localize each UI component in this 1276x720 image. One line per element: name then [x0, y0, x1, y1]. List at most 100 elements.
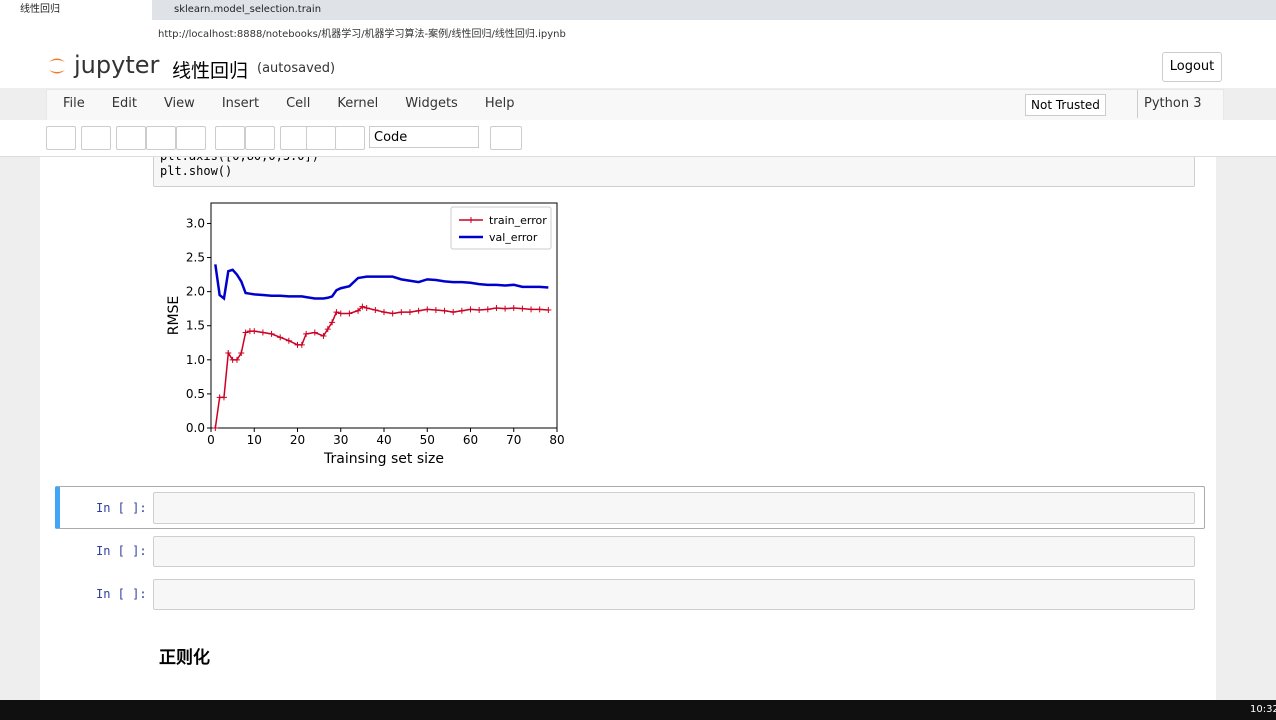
- menu-item[interactable]: Insert: [221, 96, 260, 111]
- point-marker: [277, 334, 284, 341]
- series-line: [214, 264, 549, 301]
- y-axis-label: RMSE: [166, 296, 182, 336]
- y-tick-label: 3.0: [186, 216, 205, 230]
- tab-bar: 线性回归 sklearn.model_selection.train: [0, 0, 1276, 20]
- menu-item[interactable]: Cell: [286, 96, 311, 111]
- keyboard-button[interactable]: [490, 126, 522, 150]
- prompt: In [ ]:: [96, 544, 147, 558]
- y-tick-label: 1.5: [186, 319, 205, 333]
- tab[interactable]: 线性回归: [0, 0, 152, 20]
- point-marker: [476, 307, 483, 314]
- point-marker: [432, 307, 439, 314]
- point-marker: [298, 341, 305, 348]
- copy-button[interactable]: [146, 126, 176, 150]
- clock: 10:32: [1250, 704, 1276, 715]
- tab[interactable]: sklearn.model_selection.train: [174, 4, 322, 15]
- point-marker: [324, 326, 331, 333]
- move-up-button[interactable]: [215, 126, 245, 150]
- x-tick-label: 0: [207, 433, 215, 447]
- point-marker: [467, 306, 474, 313]
- x-tick-label: 30: [333, 433, 348, 447]
- point-marker: [536, 306, 543, 313]
- menu-item[interactable]: Help: [484, 96, 515, 111]
- trust-button[interactable]: Not Trusted: [1025, 94, 1106, 116]
- point-marker: [220, 394, 227, 401]
- menu-item[interactable]: Edit: [111, 96, 137, 111]
- code-line: plt.show(): [160, 164, 233, 178]
- point-marker: [259, 329, 266, 336]
- prompt: In [ ]:: [96, 587, 147, 601]
- taskbar: 10:32: [0, 700, 1276, 720]
- point-marker: [320, 332, 327, 339]
- point-marker: [363, 305, 370, 311]
- save-button[interactable]: [46, 126, 76, 150]
- point-marker: [359, 303, 366, 310]
- point-marker: [484, 306, 491, 313]
- url[interactable]: http://localhost:8888/notebooks/机器学习/机器学…: [158, 29, 566, 40]
- stop-button[interactable]: [306, 126, 336, 150]
- x-tick-label: 80: [549, 433, 564, 447]
- logout-button[interactable]: Logout: [1162, 52, 1222, 82]
- legend-label: train_error: [489, 214, 547, 227]
- x-tick-label: 60: [463, 433, 478, 447]
- notebook-title[interactable]: 线性回归: [172, 60, 249, 82]
- point-marker: [502, 305, 509, 312]
- point-marker: [519, 305, 526, 312]
- menu-items: File Edit View Insert Cell Kernel Widgets Help: [63, 90, 541, 120]
- point-marker: [212, 425, 219, 431]
- point-marker: [238, 350, 245, 356]
- menu-item[interactable]: Widgets: [405, 96, 458, 111]
- menu-item[interactable]: Kernel: [337, 96, 379, 111]
- point-marker: [510, 305, 517, 311]
- restart-button[interactable]: [335, 126, 365, 150]
- point-marker: [337, 310, 344, 317]
- point-marker: [355, 307, 362, 314]
- run-button[interactable]: [280, 126, 310, 150]
- point-marker: [406, 309, 413, 316]
- y-tick-label: 2.5: [186, 251, 205, 265]
- x-tick-label: 20: [290, 433, 305, 447]
- point-marker: [311, 329, 318, 336]
- cut-button[interactable]: [116, 126, 146, 150]
- markdown-heading: 正则化: [159, 648, 210, 668]
- point-marker: [381, 309, 387, 316]
- jupyter-header: jupyter 线性回归 (autosaved) Logout: [0, 45, 1276, 88]
- code-cell[interactable]: [153, 579, 1195, 610]
- point-marker: [545, 307, 552, 314]
- toolbar: Code: [0, 120, 1276, 157]
- point-marker: [268, 330, 275, 337]
- logo-icon: [49, 58, 65, 74]
- legend-label: val_error: [489, 231, 538, 244]
- save-status: (autosaved): [257, 61, 336, 76]
- point-marker: [329, 319, 336, 326]
- point-marker: [303, 330, 310, 337]
- point-marker: [398, 309, 405, 316]
- menu-item[interactable]: View: [163, 96, 195, 111]
- point-marker: [233, 356, 240, 363]
- legend-marker: [468, 217, 474, 223]
- add-button[interactable]: [81, 126, 111, 150]
- y-tick-label: 1.0: [186, 353, 205, 367]
- x-tick-label: 70: [506, 433, 521, 447]
- x-tick-label: 40: [376, 433, 391, 447]
- code-cell[interactable]: [153, 536, 1195, 567]
- move-down-button[interactable]: [245, 126, 275, 150]
- paste-button[interactable]: [176, 126, 206, 150]
- point-marker: [441, 307, 448, 314]
- menu-item[interactable]: File: [63, 96, 85, 111]
- point-marker: [458, 307, 465, 314]
- prompt: In [ ]:: [96, 501, 147, 515]
- y-tick-label: 0.0: [186, 421, 205, 435]
- x-tick-label: 50: [420, 433, 435, 447]
- logo[interactable]: jupyter: [74, 51, 160, 79]
- x-axis-label: Trainsing set size: [323, 451, 444, 467]
- point-marker: [251, 328, 258, 335]
- point-marker: [225, 350, 232, 356]
- point-marker: [285, 337, 292, 344]
- point-marker: [415, 307, 422, 314]
- address-bar: http://localhost:8888/notebooks/机器学习/机器学…: [0, 20, 1276, 46]
- cell-type-select[interactable]: Code: [369, 126, 479, 148]
- point-marker: [333, 309, 340, 316]
- code-cell[interactable]: [153, 492, 1195, 524]
